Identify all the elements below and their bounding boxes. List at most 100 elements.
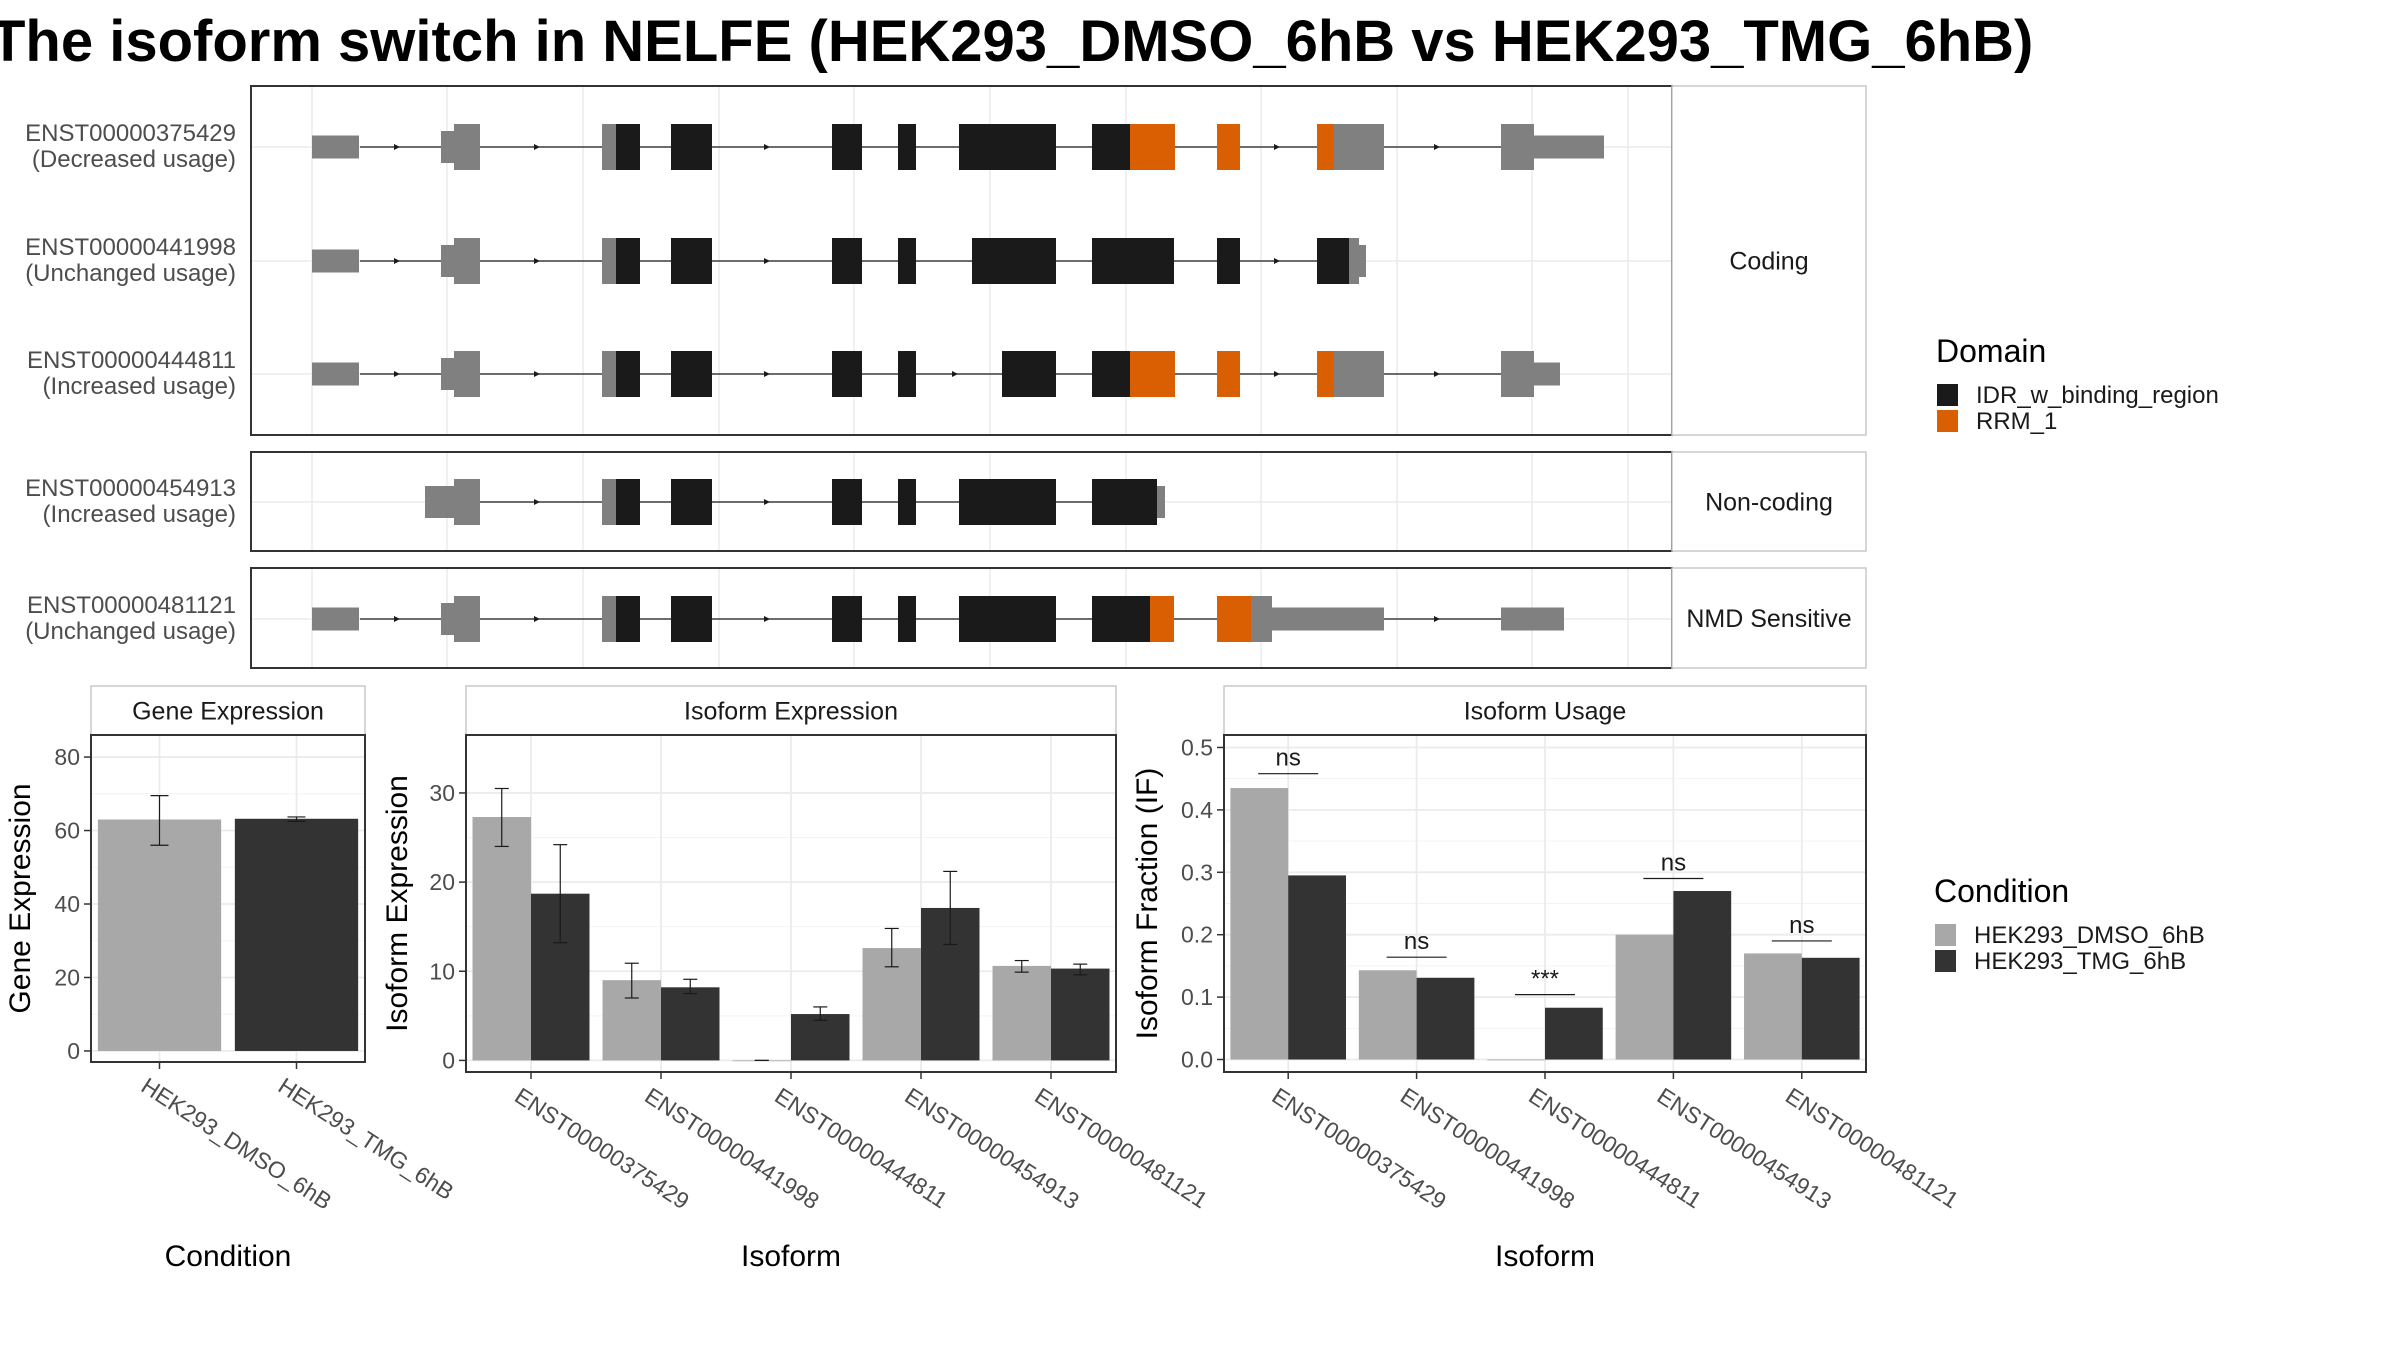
idr-domain-exon [832,124,862,170]
legend-swatch-domain [1937,410,1958,432]
idr-domain-exon [616,479,640,525]
chart-title: Gene Expression [132,698,324,726]
y-tick-label: 20 [429,869,455,895]
idr-domain-exon [1002,351,1056,397]
utr-exon [454,238,480,284]
intron-direction-arrow [764,499,770,505]
transcript-id-label: ENST00000441998 [25,234,236,261]
bar-dmso [1615,934,1674,1060]
facet-strip-label: Non-coding [1705,489,1833,517]
utr-exon [454,124,480,170]
utr-exon [1501,607,1564,631]
y-tick-label: 80 [54,744,80,770]
idr-domain-exon [1092,479,1157,525]
utr-exon [602,596,616,642]
rrm1-domain-exon [1217,124,1240,170]
idr-domain-exon [616,351,640,397]
idr-domain-exon [959,596,1056,642]
y-tick-label: 0.0 [1181,1047,1213,1073]
intron-direction-arrow [534,616,540,622]
bar-tmg [1051,968,1110,1061]
plot-border [90,734,366,1063]
y-tick-label: 0.2 [1181,922,1213,948]
figure-title: The isoform switch in NELFE (HEK293_DMSO… [0,9,2034,74]
idr-domain-exon [898,596,916,642]
y-tick-label: 60 [54,818,80,844]
transcript-usage-label: (Decreased usage) [32,146,236,173]
idr-domain-exon [616,124,640,170]
intron-direction-arrow [534,371,540,377]
rrm1-domain-exon [1150,596,1174,642]
idr-domain-exon [898,124,916,170]
bar-dmso [97,819,222,1051]
utr-exon [454,351,480,397]
utr-exon [1501,351,1534,397]
intron-direction-arrow [1434,371,1440,377]
utr-exon [312,607,359,631]
idr-domain-exon [671,238,712,284]
idr-domain-exon [671,479,712,525]
y-tick-label: 0.3 [1181,859,1213,885]
y-tick-label: 0.5 [1181,734,1213,760]
bar-tmg [1801,957,1860,1060]
transcript-usage-label: (Unchanged usage) [25,618,236,645]
utr-exon [454,596,480,642]
utr-exon [602,479,616,525]
transcript-id-label: ENST00000375429 [25,120,236,147]
transcript-usage-label: (Unchanged usage) [25,260,236,287]
utr-exon [1334,124,1384,170]
facet-strip [1671,567,1867,669]
x-axis-title: Isoform [741,1240,841,1273]
utr-exon [602,124,616,170]
y-tick-label: 40 [54,891,80,917]
x-axis-title: Condition [165,1240,292,1273]
utr-exon [441,131,454,163]
idr-domain-exon [1217,238,1240,284]
intron-direction-arrow [394,616,400,622]
idr-domain-exon [959,124,1056,170]
bar-tmg [234,818,359,1051]
idr-domain-exon [832,238,862,284]
bar-dmso [1487,1059,1545,1061]
y-tick-label: 0.1 [1181,984,1213,1010]
facet-strip-label: NMD Sensitive [1686,605,1851,633]
utr-exon [602,238,616,284]
utr-exon [602,351,616,397]
y-axis-title: Isoform Fraction (IF) [1131,768,1164,1040]
chart-title-strip [465,685,1117,736]
intron-direction-arrow [1274,258,1280,264]
idr-domain-exon [671,351,712,397]
bar-tmg [1545,1007,1603,1060]
intron-direction-arrow [764,371,770,377]
chart-title: Isoform Expression [684,698,898,726]
bar-tmg [1288,875,1346,1060]
utr-exon [1251,596,1272,642]
idr-domain-exon [898,351,916,397]
utr-exon [441,603,454,635]
utr-exon [441,358,454,390]
intron-direction-arrow [1274,144,1280,150]
chart-title-strip [90,685,366,736]
utr-exon [425,486,454,518]
bar-tmg [1416,977,1475,1060]
idr-domain-exon [1092,596,1150,642]
bar-tmg [791,1014,850,1061]
rrm1-domain-exon [1217,596,1251,642]
idr-domain-exon [616,238,640,284]
utr-exon [1334,351,1384,397]
utr-exon [1349,238,1359,284]
idr-domain-exon [616,596,640,642]
idr-domain-exon [1317,238,1349,284]
facet-strip-label: Coding [1729,248,1808,276]
y-axis-title: Gene Expression [4,783,37,1013]
idr-domain-exon [898,479,916,525]
chart-title: Isoform Usage [1464,698,1627,726]
intron-direction-arrow [1434,616,1440,622]
legend-swatch-domain [1937,384,1958,406]
y-tick-label: 0 [67,1038,80,1064]
utr-exon [1359,245,1366,277]
utr-exon [454,479,480,525]
intron-direction-arrow [764,258,770,264]
transcript-id-label: ENST00000444811 [27,347,236,374]
utr-exon [312,135,359,159]
